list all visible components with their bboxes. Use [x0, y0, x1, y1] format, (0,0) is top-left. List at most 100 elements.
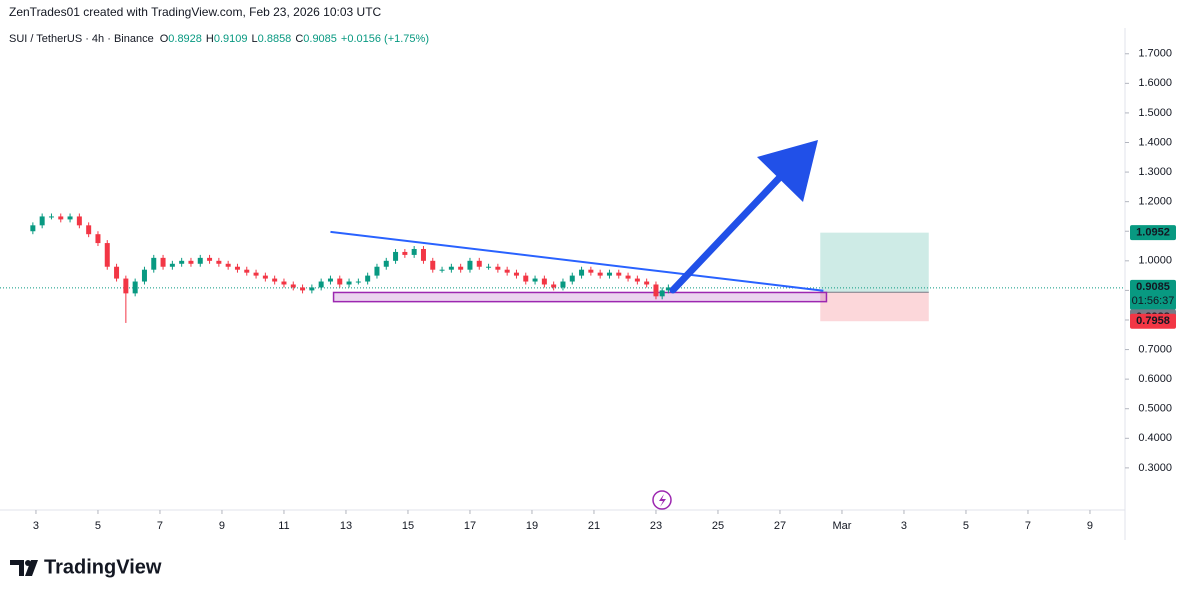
y-tick-label: 0.7000 [1138, 343, 1172, 355]
candle-body [39, 216, 45, 226]
candle-body [67, 216, 73, 220]
candle-body [458, 266, 464, 270]
support-zone [332, 291, 828, 303]
x-tick-label: 7 [1025, 520, 1031, 532]
candle-body [551, 284, 557, 288]
candle-body [476, 260, 482, 267]
ohlc-label: O [160, 33, 169, 45]
x-tick-label: 23 [650, 520, 662, 532]
x-tick-label: 5 [963, 520, 969, 532]
candle-body [513, 272, 519, 276]
x-tick-label: 3 [33, 520, 39, 532]
price-badge-label: 0.7958 [1136, 315, 1170, 327]
stop-zone [820, 292, 929, 322]
alert-icon [652, 490, 672, 510]
candle-body [448, 266, 454, 270]
y-tick-label: 1.7000 [1138, 48, 1172, 60]
candle-body [179, 260, 185, 264]
y-tick-label: 1.2000 [1138, 196, 1172, 208]
candle-body [244, 269, 250, 273]
candle-body [300, 287, 306, 291]
candle-body [569, 275, 575, 282]
y-tick-label: 0.6000 [1138, 373, 1172, 385]
candle-body [318, 281, 324, 288]
candle-body [309, 287, 315, 291]
candle-body [355, 281, 361, 283]
candle-body [504, 269, 510, 273]
x-tick-label: 25 [712, 520, 724, 532]
candle-body [365, 275, 371, 282]
arrow [669, 140, 818, 294]
candle-body [411, 248, 417, 255]
price-badge [1130, 279, 1176, 310]
candle-body [532, 278, 538, 282]
candle-body [439, 269, 445, 271]
candle-body [58, 216, 64, 220]
ohlc-value: 0.9109 [214, 33, 248, 45]
x-tick-label: 17 [464, 520, 476, 532]
candle-body [486, 266, 492, 268]
candle-body [634, 278, 640, 282]
change: +0.0156 (+1.75%) [341, 33, 429, 45]
y-tick-label: 1.5000 [1138, 107, 1172, 119]
candle-body [616, 272, 622, 276]
candle-body [95, 234, 101, 244]
y-tick-label: 1.6000 [1138, 77, 1172, 89]
price-badge [1130, 225, 1176, 241]
x-tick-label: 5 [95, 520, 101, 532]
x-tick-label: 3 [901, 520, 907, 532]
y-tick-label: 1.4000 [1138, 136, 1172, 148]
candle-body [327, 278, 333, 282]
y-tick-label: 0.5000 [1138, 403, 1172, 415]
candle-body [625, 275, 631, 279]
ohlc-header: SUI / TetherUS · 4h · Binance O0.8928 H0.9… [9, 33, 429, 45]
candle-body [281, 281, 287, 285]
candle-body [48, 216, 54, 218]
trendline [330, 230, 824, 292]
candle-body [383, 260, 389, 267]
y-tick-label: 0.4000 [1138, 432, 1172, 444]
chart-title: ZenTrades01 created with TradingView.com… [9, 5, 382, 19]
candle-body [597, 272, 603, 276]
y-tick-label: 0.3000 [1138, 462, 1172, 474]
candle-body [579, 269, 585, 276]
ohlc-label: H [206, 33, 214, 45]
x-tick-label: 9 [219, 520, 225, 532]
candle-body [141, 269, 147, 282]
ohlc-label: C [295, 33, 303, 45]
ohlc-value: 0.9085 [303, 33, 337, 45]
price-badge [1130, 313, 1176, 329]
candle-body [665, 287, 671, 291]
countdown: 01:56:37 [1132, 295, 1175, 307]
candle-body [346, 281, 352, 285]
candle-body [467, 260, 473, 270]
candle-body [188, 260, 194, 264]
price-badge-label: 1.0952 [1136, 227, 1170, 239]
candle-body [151, 257, 157, 270]
candle-body [169, 263, 175, 267]
candle-body [560, 281, 566, 288]
ohlc-value: 0.8858 [258, 33, 292, 45]
candle-body [207, 257, 213, 261]
x-tick-label: 15 [402, 520, 414, 532]
candle-body [234, 266, 240, 270]
x-tick-label: 7 [157, 520, 163, 532]
logo: TradingView [44, 556, 162, 578]
candle-body [123, 278, 129, 294]
candle-body [541, 278, 547, 285]
x-tick-label: 9 [1087, 520, 1093, 532]
ohlc-value: 0.8928 [168, 33, 202, 45]
candle-body [588, 269, 594, 273]
candle-body [225, 263, 231, 267]
candle-body [420, 248, 426, 261]
candle-body [644, 281, 650, 285]
candle-body [216, 260, 222, 264]
candle-body [402, 251, 408, 255]
candle-body [290, 284, 296, 288]
x-tick-label: 11 [278, 520, 289, 532]
candle-body [374, 266, 380, 276]
price-badge-label: 0.9085 [1136, 281, 1170, 293]
x-tick-label: 13 [340, 520, 352, 532]
